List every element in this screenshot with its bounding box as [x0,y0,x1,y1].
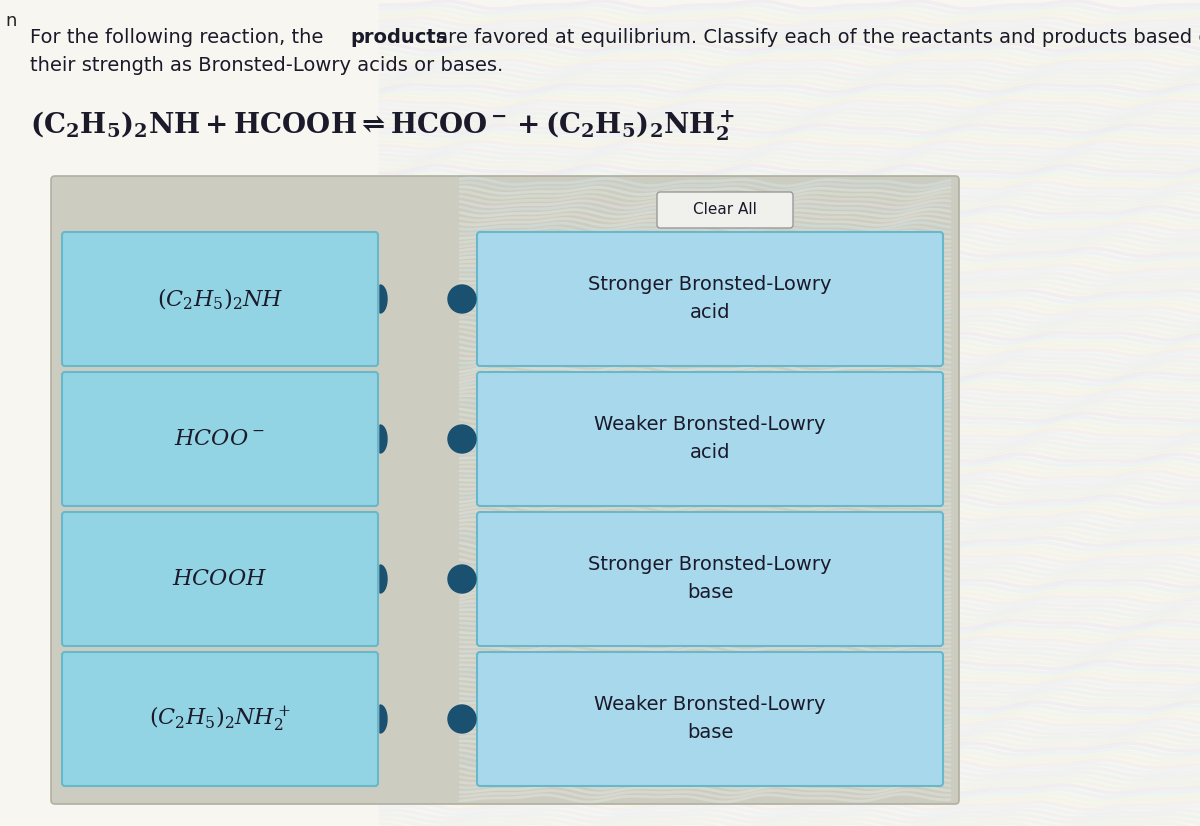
Circle shape [448,705,476,733]
Text: For the following reaction, the: For the following reaction, the [30,28,330,47]
FancyBboxPatch shape [478,652,943,786]
Text: products: products [350,28,448,47]
Polygon shape [380,285,386,313]
Text: $HCOOH$: $HCOOH$ [173,569,268,589]
Circle shape [448,425,476,453]
Text: $(C_2H_5)_2NH_2^+$: $(C_2H_5)_2NH_2^+$ [149,705,292,733]
Text: are favored at equilibrium. Classify each of the reactants and products based on: are favored at equilibrium. Classify eac… [430,28,1200,47]
Text: n: n [5,12,17,30]
Text: Weaker Bronsted-Lowry
base: Weaker Bronsted-Lowry base [594,695,826,743]
Text: Clear All: Clear All [694,202,757,217]
FancyBboxPatch shape [478,232,943,366]
Circle shape [448,285,476,313]
Text: $HCOO^-$: $HCOO^-$ [174,429,265,449]
Text: Stronger Bronsted-Lowry
acid: Stronger Bronsted-Lowry acid [588,276,832,322]
FancyBboxPatch shape [478,372,943,506]
FancyBboxPatch shape [50,176,959,804]
Text: $\mathbf{(C_2H_5)_2NH + HCOOH \rightleftharpoons HCOO^- + (C_2H_5)_2NH_2^+}$: $\mathbf{(C_2H_5)_2NH + HCOOH \rightleft… [30,108,736,143]
Polygon shape [380,705,386,733]
FancyBboxPatch shape [62,372,378,506]
Polygon shape [380,425,386,453]
Text: their strength as Bronsted-Lowry acids or bases.: their strength as Bronsted-Lowry acids o… [30,56,503,75]
FancyBboxPatch shape [62,512,378,646]
Text: Stronger Bronsted-Lowry
base: Stronger Bronsted-Lowry base [588,556,832,602]
Text: Weaker Bronsted-Lowry
acid: Weaker Bronsted-Lowry acid [594,415,826,463]
Polygon shape [380,565,386,593]
Circle shape [448,565,476,593]
FancyBboxPatch shape [658,192,793,228]
Text: $(C_2H_5)_2NH$: $(C_2H_5)_2NH$ [157,287,283,311]
FancyBboxPatch shape [62,652,378,786]
FancyBboxPatch shape [62,232,378,366]
FancyBboxPatch shape [478,512,943,646]
